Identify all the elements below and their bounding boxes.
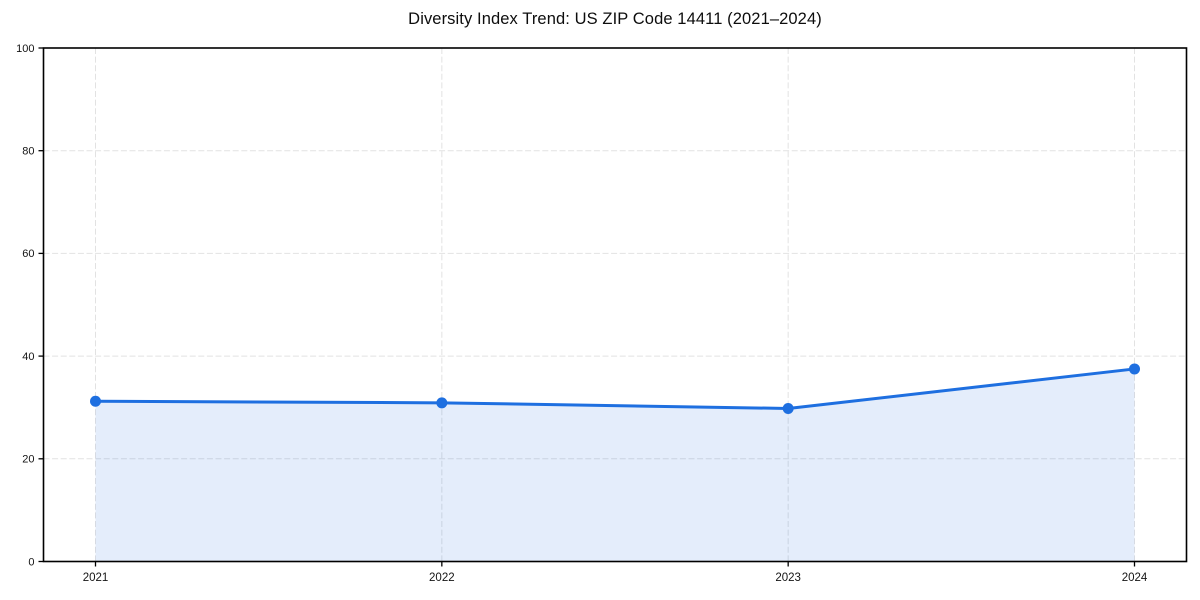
plot-border [42, 47, 1188, 563]
y-tick-label: 60 [22, 248, 34, 260]
trend-line [94, 367, 1136, 410]
x-tick-label: 2023 [775, 572, 801, 584]
y-tick-label: 20 [22, 454, 34, 466]
y-tick-label: 0 [28, 556, 34, 568]
data-point [1129, 363, 1140, 375]
x-tick-label: 2022 [429, 572, 455, 584]
data-point [436, 397, 448, 409]
area-fill [95, 368, 1135, 562]
data-point [90, 395, 101, 407]
data-point [782, 402, 794, 414]
y-tick-label: 40 [22, 351, 34, 363]
x-tick-label: 2024 [1122, 572, 1148, 584]
x-tick-label: 2021 [83, 572, 109, 584]
y-tick-label: 80 [22, 146, 34, 158]
chart-title: Diversity Index Trend: US ZIP Code 14411… [408, 10, 822, 28]
y-tick-label: 100 [16, 43, 34, 55]
